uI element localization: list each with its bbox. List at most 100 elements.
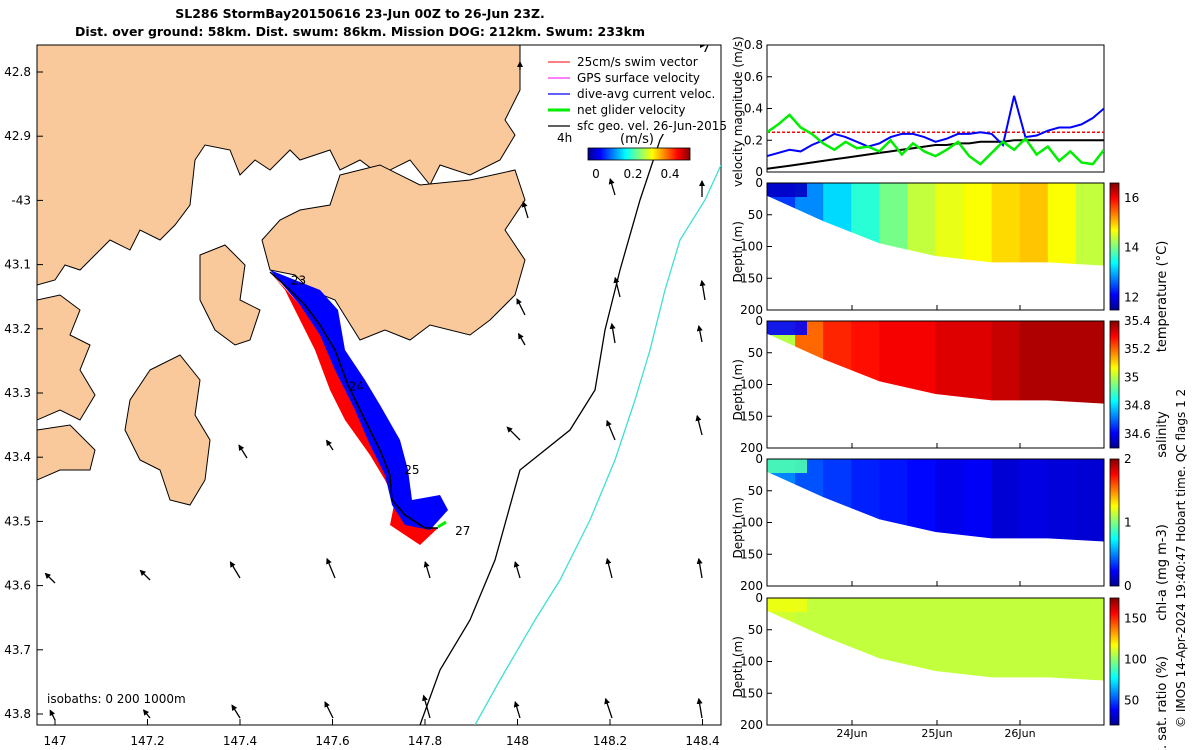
colorbar-tick-label: 35.2 — [1124, 342, 1151, 356]
lon-tick-label: 147.6 — [315, 734, 349, 748]
isobath-1000m — [474, 164, 721, 725]
section-column — [935, 459, 965, 542]
section-data — [767, 459, 1104, 542]
depth-tick-label: 0 — [755, 452, 763, 466]
depth-tick-label: 150 — [740, 686, 763, 700]
section-column — [851, 183, 880, 266]
velocity-arrow — [324, 701, 334, 719]
velocity-arrow — [696, 325, 703, 343]
depth-tick-label: 150 — [740, 271, 763, 285]
colorbar-label: Ox. sat. ratio (%) — [1155, 656, 1170, 750]
velocity-arrow — [608, 178, 616, 196]
velocity-arrow — [521, 201, 529, 219]
section-panel-2: 0 50 100 150 200 Depth (m) 34.6 34.8 35 35.2 35.4 s… — [731, 314, 1170, 458]
section-ylabel: Depth (m) — [731, 497, 745, 558]
date-tick-label: 25Jun — [921, 727, 952, 740]
velocity-arrow — [695, 414, 703, 436]
depth-tick-label: 100 — [740, 378, 763, 392]
depth-tick-label: 0 — [755, 176, 763, 190]
lon-tick-label: 147.4 — [223, 734, 257, 748]
land-bruny — [124, 354, 211, 506]
depth-tick-label: 100 — [740, 516, 763, 530]
lat-tick-label: -43 — [11, 193, 31, 207]
figure-title-line-2: Dist. over ground: 58km. Dist. swum: 86k… — [75, 24, 645, 39]
velocity-arrow — [326, 439, 334, 451]
velocity-arrow — [613, 276, 621, 298]
colorbar-tick-label: 14 — [1124, 241, 1139, 255]
section-column — [1075, 459, 1104, 542]
velocity-ylabel: velocity magnitude (m/s) — [731, 36, 745, 187]
section-column — [795, 459, 824, 542]
day-label: 25 — [404, 463, 419, 477]
section-column — [935, 598, 965, 681]
map-panel: 23 24 25 27 147 147.2 147.4 147.6 147.8 148 148.2… — [4, 44, 727, 748]
velocity-arrow — [696, 557, 703, 579]
section-column — [1019, 183, 1049, 266]
velocity-ytick-label: 0.2 — [744, 133, 763, 147]
lat-tick-label: 42.9 — [4, 129, 31, 143]
section-column — [1047, 459, 1077, 542]
section-column — [935, 321, 965, 404]
colorbar-tick-label: 16 — [1124, 191, 1139, 205]
depth-tick-label: 200 — [740, 441, 763, 455]
colorbar-tick-label: 34.6 — [1124, 427, 1151, 441]
velocity-arrow — [513, 561, 521, 579]
isobath-200m — [419, 45, 709, 725]
legend-duration: 4h — [557, 131, 572, 145]
lon-tick-label: 147.2 — [130, 734, 164, 748]
section-column — [907, 321, 937, 404]
depth-tick-label: 100 — [740, 655, 763, 669]
land-central — [261, 164, 526, 341]
section-columns — [767, 321, 1104, 404]
section-column — [991, 183, 1021, 266]
colorbar-tick-label: 2 — [1124, 452, 1132, 466]
velocity-arrow — [231, 704, 241, 719]
section-column — [823, 183, 852, 266]
lon-tick-label: 147 — [44, 734, 67, 748]
depth-tick-label: 200 — [740, 718, 763, 732]
legend-colorbar-tick: 0.4 — [660, 167, 679, 181]
colorbar-label: chl-a (mg m-3) — [1155, 524, 1170, 621]
velocity-arrow — [696, 697, 703, 719]
velocity-arrow — [604, 697, 613, 719]
section-surface-patch — [767, 183, 807, 197]
section-column — [795, 183, 824, 266]
swim-vector-band — [270, 272, 438, 545]
dive-current-band — [270, 270, 448, 530]
section-column — [963, 183, 993, 266]
velocity-axes-frame — [766, 44, 1105, 173]
velocity-series — [767, 95, 1104, 170]
legend-colorbar — [587, 147, 691, 161]
map-axes: 147 147.2 147.4 147.6 147.8 148 148.2 148.4 42.8… — [4, 65, 719, 748]
day-labels: 23 24 25 27 — [291, 274, 470, 538]
depth-tick-label: 50 — [748, 346, 763, 360]
legend-colorbar-label: (m/s) — [620, 132, 654, 147]
legend-box — [545, 52, 717, 134]
section-column — [991, 598, 1021, 681]
depth-tick-label: 50 — [748, 208, 763, 222]
velocity-ytick-label: 0.6 — [744, 70, 763, 84]
velocity-arrow — [422, 694, 431, 719]
day-label: 23 — [291, 274, 306, 288]
velocity-arrow — [142, 709, 151, 719]
legend-label: sfc geo. vel. 26-Jun-2015 — [577, 119, 727, 133]
legend-colorbar-tick: 0 — [592, 167, 600, 181]
lat-tick-label: 43.8 — [4, 707, 31, 721]
velocity-arrow — [326, 557, 336, 579]
section-surface-patch — [767, 321, 807, 335]
velocity-series-dive-avg-current — [767, 95, 1104, 158]
velocity-arrow — [605, 557, 613, 579]
map-legend: 25cm/s swim vector GPS surface velocity di… — [545, 52, 727, 181]
section-column — [1047, 321, 1077, 404]
lat-tick-label: 43.1 — [4, 258, 31, 272]
depth-tick-label: 50 — [748, 623, 763, 637]
legend-label: 25cm/s swim vector — [577, 55, 698, 69]
section-column — [1019, 459, 1049, 542]
land-west — [37, 294, 96, 421]
colorbar-tick-label: 50 — [1124, 693, 1139, 707]
velocity-arrow — [518, 332, 526, 346]
section-colorbar — [1109, 182, 1120, 311]
